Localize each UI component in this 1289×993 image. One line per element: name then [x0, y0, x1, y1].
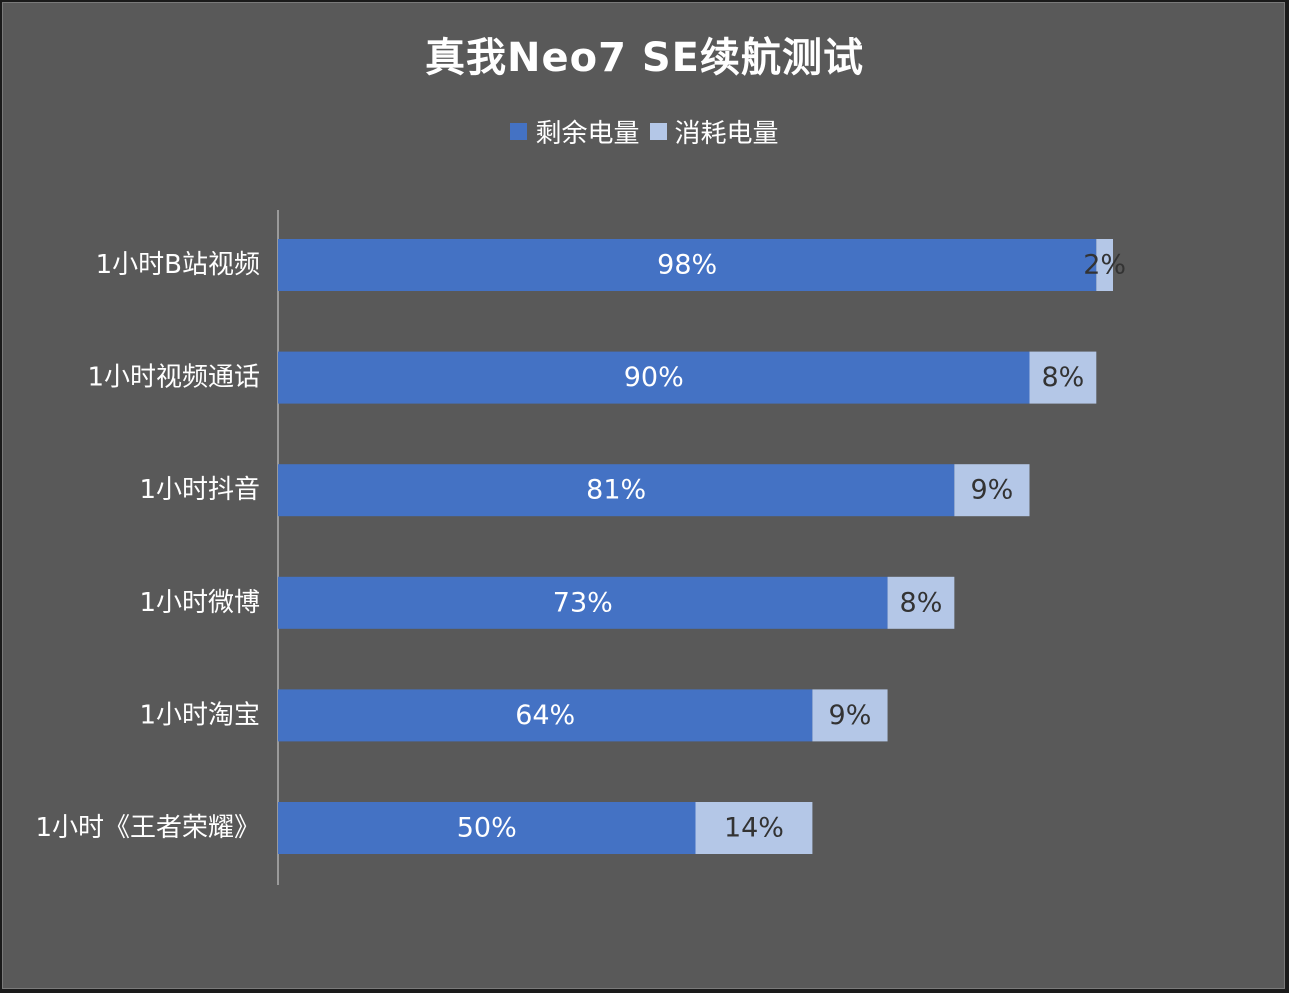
category-label: 1小时《王者荣耀》 — [35, 813, 260, 843]
data-label-consumed: 14% — [724, 813, 784, 844]
bar-consumed — [887, 576, 955, 629]
bar-remaining — [278, 351, 1030, 404]
data-label-remaining: 64% — [515, 700, 575, 731]
data-label-consumed: 8% — [1041, 362, 1084, 393]
data-label-remaining: 81% — [586, 475, 646, 506]
bar-consumed — [954, 464, 1030, 517]
bar-consumed — [1096, 239, 1113, 291]
legend-swatch-consumed — [649, 123, 667, 140]
data-label-remaining: 50% — [457, 813, 517, 844]
data-label-remaining: 98% — [657, 250, 717, 281]
bar-consumed — [1029, 351, 1097, 404]
bar-remaining — [278, 689, 813, 742]
bar-remaining — [278, 464, 955, 517]
data-label-remaining: 73% — [553, 587, 613, 618]
bar-remaining — [278, 576, 888, 629]
bar-remaining — [278, 239, 1097, 291]
category-label: 1小时抖音 — [139, 475, 260, 505]
legend-item-consumed: 消耗电量 — [649, 113, 779, 150]
legend-item-remaining: 剩余电量 — [510, 113, 640, 150]
data-label-consumed: 9% — [971, 475, 1014, 506]
legend-label-consumed: 消耗电量 — [674, 119, 779, 149]
category-label: 1小时淘宝 — [139, 700, 260, 730]
bar-remaining — [278, 802, 696, 854]
legend-label-remaining: 剩余电量 — [535, 119, 640, 149]
legend-swatch-remaining — [510, 123, 528, 140]
bar-consumed — [812, 689, 888, 742]
legend: 剩余电量 消耗电量 — [3, 113, 1286, 150]
data-label-consumed: 8% — [900, 587, 943, 618]
data-label-consumed: 2% — [1083, 250, 1126, 281]
data-label-consumed: 9% — [829, 700, 872, 731]
category-label: 1小时微博 — [139, 588, 260, 618]
data-label-remaining: 90% — [624, 362, 684, 393]
chart-title: 真我Neo7 SE续航测试 — [425, 35, 864, 81]
category-label: 1小时B站视频 — [96, 250, 260, 280]
bar-consumed — [695, 802, 813, 854]
category-label: 1小时视频通话 — [87, 363, 260, 393]
